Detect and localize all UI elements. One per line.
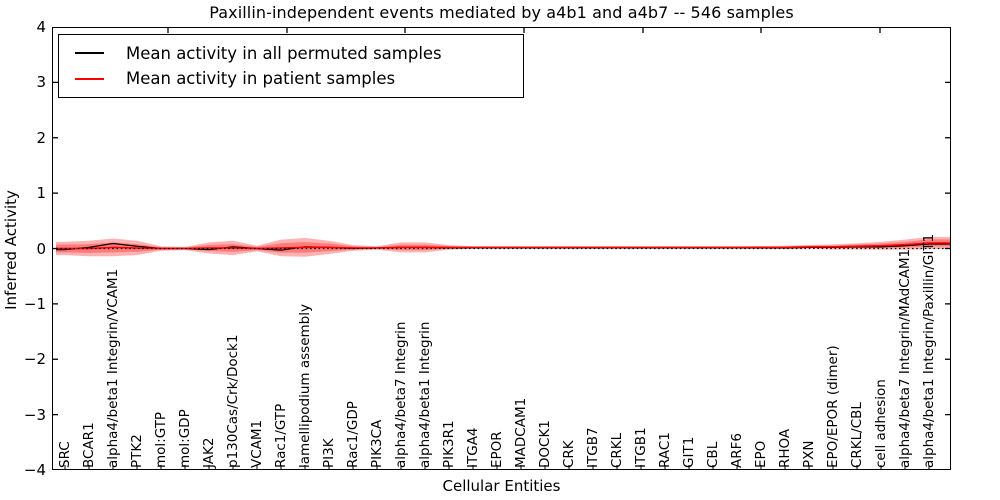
y-tick-label: −3 <box>23 405 46 424</box>
y-tick-label: 4 <box>36 18 46 36</box>
category-label: JAK2 <box>201 437 217 468</box>
category-label: Rac1/GTP <box>273 403 289 468</box>
y-tick-label: −2 <box>23 350 46 369</box>
legend-label-permuted: Mean activity in all permuted samples <box>126 43 442 63</box>
legend-line-sample-black <box>75 52 104 55</box>
category-label: alpha4/beta1 Integrin <box>417 321 433 468</box>
category-label: ITGB7 <box>585 427 601 468</box>
category-label: mol:GTP <box>153 411 169 468</box>
category-label: EPOR <box>489 431 505 468</box>
category-label: alpha4/beta7 Integrin/MAdCAM1 <box>897 248 913 468</box>
category-label: MADCAM1 <box>513 397 529 468</box>
category-label: PIK3R1 <box>441 420 457 468</box>
mean-patient-line <box>56 242 951 250</box>
y-tick-label: 0 <box>36 239 46 258</box>
category-label: alpha4/beta7 Integrin <box>393 321 409 468</box>
legend-entry-permuted: Mean activity in all permuted samples <box>59 44 523 63</box>
category-label: CRK <box>561 440 577 468</box>
y-tick-label: −4 <box>23 461 46 479</box>
category-label: CBL <box>705 441 721 468</box>
category-label: PIK3CA <box>369 419 385 468</box>
category-label: RHOA <box>777 428 793 468</box>
category-label: ITGB1 <box>633 427 649 468</box>
category-label: PTK2 <box>129 434 145 468</box>
category-label: alpha4/beta1 Integrin/Paxillin/GIT1 <box>921 233 937 468</box>
legend-label-patient: Mean activity in patient samples <box>126 69 396 89</box>
legend-line-sample-red <box>75 77 104 80</box>
category-label: PXN <box>801 440 817 469</box>
category-label: PI3K <box>321 438 337 468</box>
category-label: EPO/EPOR (dimer) <box>825 345 841 468</box>
category-label: ARF6 <box>729 433 745 468</box>
category-label: RAC1 <box>657 432 673 468</box>
category-label: DOCK1 <box>537 420 553 468</box>
chart-title: Paxillin-independent events mediated by … <box>209 3 794 22</box>
category-label: EPO <box>753 440 769 468</box>
category-label: lamellipodium assembly <box>297 304 313 468</box>
category-label: p130Cas/Crk/Dock1 <box>225 334 241 468</box>
category-label: ITGA4 <box>465 427 481 468</box>
y-tick-label: 3 <box>36 73 46 92</box>
category-label: mol:GDP <box>177 409 193 468</box>
category-label: cell adhesion <box>873 379 889 468</box>
chart-canvas <box>52 27 951 470</box>
category-label: alpha4/beta1 Integrin/VCAM1 <box>105 268 121 468</box>
y-tick-label: 2 <box>36 128 46 147</box>
category-label: CRKL/CBL <box>849 402 865 468</box>
y-tick-label: 1 <box>36 184 46 203</box>
category-label: BCAR1 <box>81 422 97 468</box>
category-label: CRKL <box>609 432 625 468</box>
category-label: SRC <box>57 441 73 468</box>
category-label: VCAM1 <box>249 419 265 468</box>
category-label: Rac1/GDP <box>345 401 361 468</box>
legend: Mean activity in all permuted samples Me… <box>58 34 524 98</box>
category-label: GIT1 <box>681 436 697 468</box>
y-tick-label: −1 <box>23 294 46 313</box>
legend-entry-patient: Mean activity in patient samples <box>59 69 523 88</box>
x-axis-label: Cellular Entities <box>442 477 561 495</box>
